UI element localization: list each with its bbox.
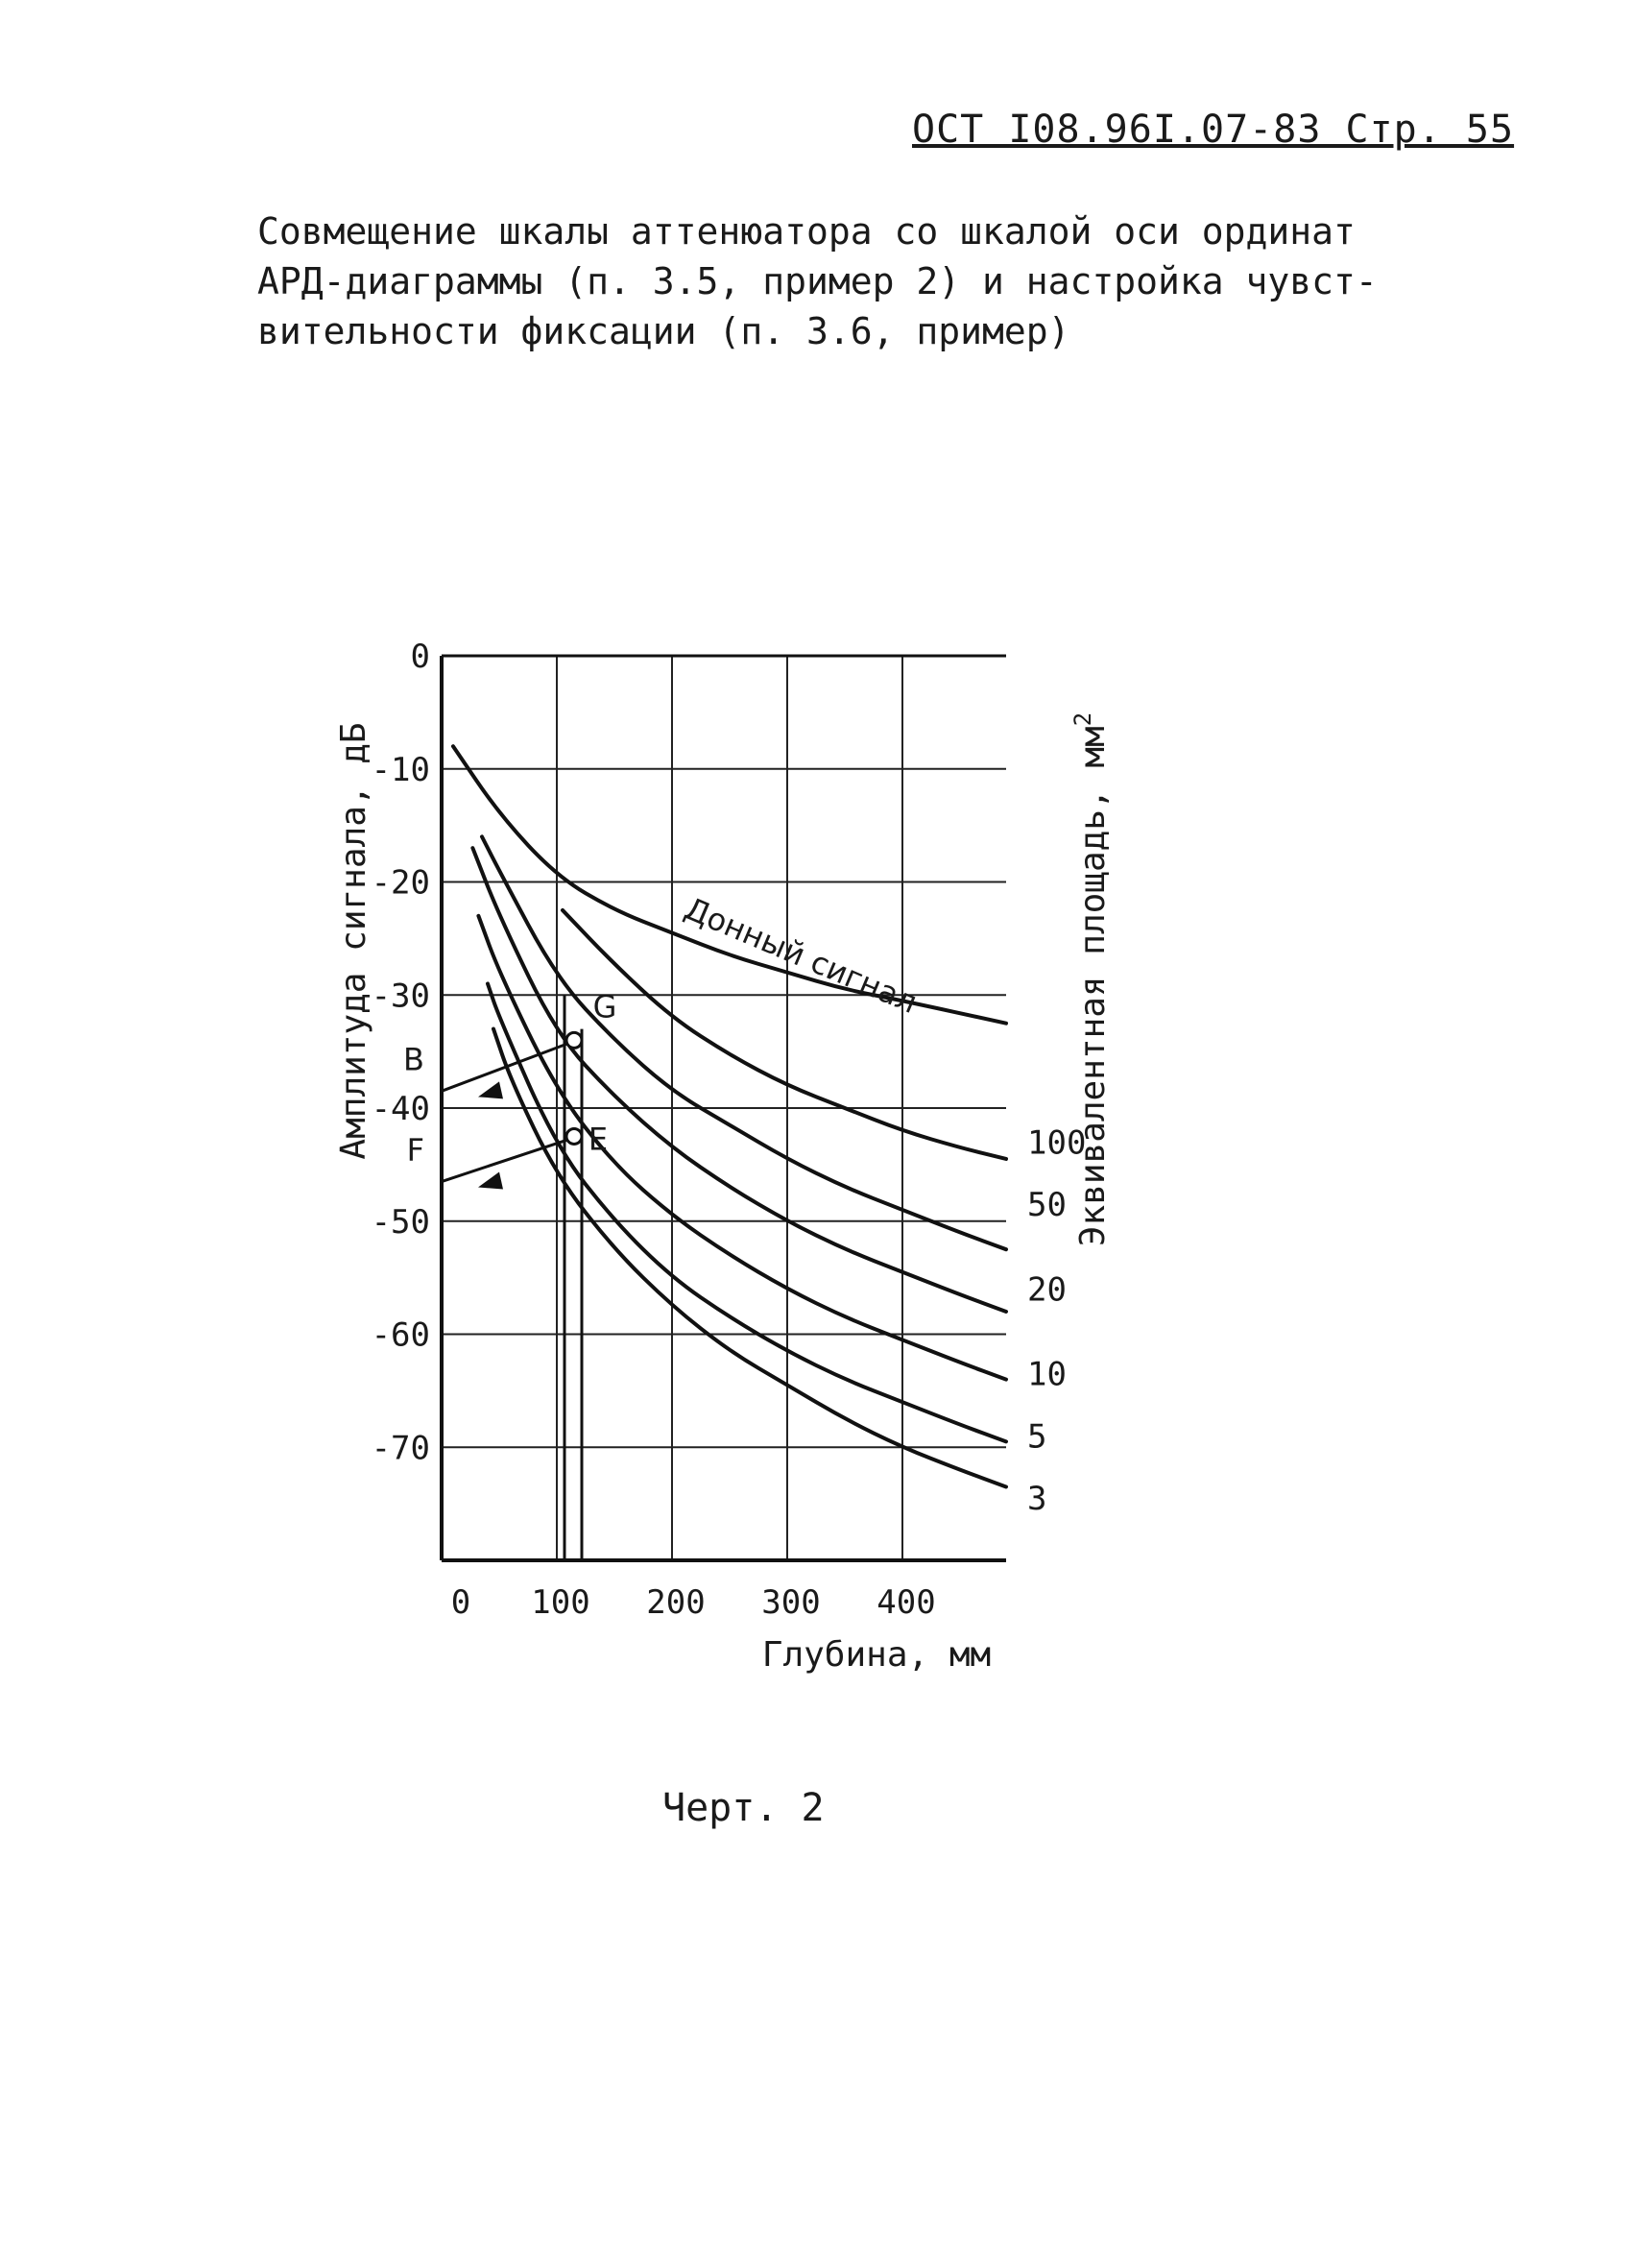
y-tick-label-7: -70 <box>372 1429 430 1467</box>
right-area-label-1: 50 <box>1027 1186 1067 1224</box>
y-tick-label-6: -60 <box>372 1316 430 1355</box>
point-marker-0 <box>564 1030 584 1050</box>
y-tick-label-3: -30 <box>372 977 430 1015</box>
caption-line-1: Совмещение шкалы аттенюатора со шкалой о… <box>257 210 1356 253</box>
x-tick-label-4: 400 <box>877 1583 935 1622</box>
series-line-6 <box>492 1026 1008 1489</box>
x-tick-label-3: 300 <box>761 1583 820 1622</box>
series-line-2 <box>480 834 1008 1252</box>
right-area-label-5: 3 <box>1027 1480 1046 1518</box>
series-line-0 <box>451 744 1008 1025</box>
figure-label: Черт. 2 <box>662 1786 825 1830</box>
caption-line-2: АРД-диаграммы (п. 3.5, пример 2) и настр… <box>257 260 1378 302</box>
x-axis-title: Глубина, мм <box>762 1635 991 1675</box>
right-area-label-0: 100 <box>1027 1123 1086 1162</box>
y2-axis-title-superscript: 2 <box>1069 712 1096 726</box>
series-line-5 <box>486 981 1008 1444</box>
x-tick-label-1: 100 <box>531 1583 589 1622</box>
caption-line-3: вительности фиксации (п. 3.6, пример) <box>257 310 1070 352</box>
scale-mark-label-0: B <box>403 1041 424 1077</box>
right-area-label-4: 5 <box>1027 1417 1046 1456</box>
y-tick-label-5: -50 <box>372 1203 430 1242</box>
right-area-label-2: 20 <box>1027 1270 1067 1309</box>
page-header: ОСТ I08.96I.07-83 Стр. 55 <box>912 108 1515 152</box>
y2-axis-title: Эквивалентная площадь, мм2 <box>1069 712 1113 1246</box>
y-tick-label-1: -10 <box>372 751 430 789</box>
scale-mark-label-1: F <box>407 1132 424 1169</box>
point-label-1: E <box>588 1121 608 1157</box>
right-area-label-3: 10 <box>1027 1356 1067 1394</box>
figure-caption: Совмещение шкалы аттенюатора со шкалой о… <box>257 206 1378 356</box>
y-tick-label-2: -20 <box>372 864 430 903</box>
y-tick-label-0: 0 <box>411 638 430 676</box>
x-tick-label-0: 0 <box>451 1583 470 1622</box>
series-line-4 <box>476 913 1008 1382</box>
point-label-0: G <box>593 988 617 1025</box>
scale-arrow-line-0 <box>441 1042 567 1093</box>
scale-arrowhead-1 <box>478 1171 503 1190</box>
scale-arrowhead-0 <box>478 1081 503 1099</box>
point-marker-1 <box>564 1126 584 1146</box>
bottom-signal-label: Донный сигнал <box>680 890 923 1021</box>
y-axis-title: Амплитуда сигнала, дБ <box>334 722 373 1159</box>
x-tick-label-2: 200 <box>646 1583 705 1622</box>
series-line-3 <box>470 846 1008 1314</box>
scale-arrow-line-1 <box>441 1139 567 1183</box>
y-tick-label-4: -40 <box>372 1090 430 1128</box>
series-line-1 <box>561 907 1008 1161</box>
